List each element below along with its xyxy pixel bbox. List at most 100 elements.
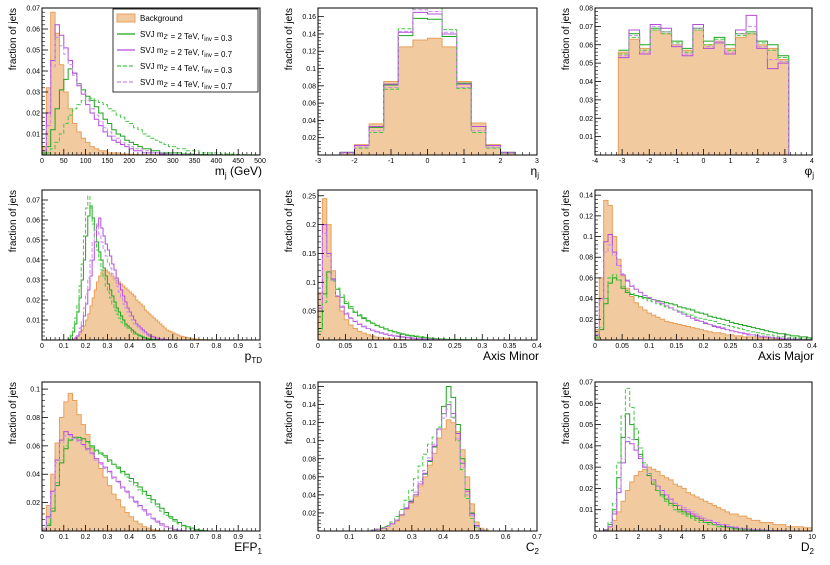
y-tick-label: 0.06	[579, 401, 593, 408]
y-axis-label: fraction of jets	[8, 8, 19, 70]
x-tick-label: 0.4	[807, 343, 817, 350]
y-tick-label: 0.08	[26, 415, 40, 422]
x-tick-label: 150	[102, 158, 114, 165]
x-tick-label: 0	[40, 343, 44, 350]
x-tick-label: 0.7	[190, 534, 200, 541]
y-tick-label: 0.16	[302, 14, 316, 21]
x-tick-label: 450	[232, 158, 244, 165]
plot-frame	[317, 381, 538, 532]
x-tick-label: 0.4	[124, 343, 134, 350]
x-tick-label: -1	[673, 158, 679, 165]
x-tick-label: 1	[462, 158, 466, 165]
x-tick-label: 0.6	[168, 343, 178, 350]
y-tick-label: 0.1	[306, 66, 316, 73]
x-tick-label: 0.1	[344, 534, 354, 541]
y-tick-label: 0.04	[579, 296, 593, 303]
y-tick-label: 0.06	[302, 101, 316, 108]
y-axis-label: fraction of jets	[561, 8, 572, 70]
x-axis-label: D2	[801, 540, 815, 556]
x-tick-label: 5	[702, 534, 706, 541]
x-tick-label: 0.3	[103, 534, 113, 541]
y-tick-label: 0.06	[579, 275, 593, 282]
hist-axmajor-series-0	[594, 199, 813, 341]
hist-phi-series-4	[618, 25, 790, 155]
y-tick-label: 0.04	[302, 118, 316, 125]
x-tick-label: 0.1	[368, 343, 378, 350]
x-tick-label: 1	[729, 158, 733, 165]
y-tick-label: 0.12	[302, 49, 316, 56]
y-axis-label: fraction of jets	[561, 190, 572, 252]
panel-mj: 0 50 100 150 200 250 300 350 400 450 500 0.01 0.02 0.…	[8, 6, 266, 181]
x-tick-label: -3	[315, 158, 321, 165]
y-tick-label: 0.05	[302, 309, 316, 316]
panel-efp1: 0 0.1 0.2 0.3 0.4 0.5 0.6 0.7 0.8 0.9 1 0.02 0.04 0.0…	[8, 381, 263, 556]
x-tick-label: 0.5	[146, 534, 156, 541]
y-tick-label: 0.14	[302, 31, 316, 38]
y-tick-label: 0.05	[579, 61, 593, 68]
y-tick-label: 0.05	[26, 238, 40, 245]
x-tick-label: 400	[211, 158, 223, 165]
x-tick-label: 0.35	[778, 343, 792, 350]
y-tick-label: 0.06	[302, 474, 316, 481]
x-tick-label: 300	[167, 158, 179, 165]
x-tick-label: 0.4	[438, 534, 448, 541]
x-tick-label: -4	[592, 158, 598, 165]
y-tick-label: 0.03	[579, 97, 593, 104]
x-tick-label: 0.35	[503, 343, 517, 350]
x-tick-label: 6	[723, 534, 727, 541]
legend-entry-label: Background	[140, 14, 183, 23]
hist-efp1-series-0	[41, 392, 260, 532]
x-tick-label: 0.2	[423, 343, 433, 350]
x-tick-label: 200	[123, 158, 135, 165]
x-tick-label: 0.6	[501, 534, 511, 541]
hist-axmajor-series-3	[595, 274, 813, 340]
x-tick-label: 9	[788, 534, 792, 541]
x-tick-label: -2	[351, 158, 357, 165]
x-axis-label: EFP1	[234, 540, 262, 556]
y-tick-label: 0.03	[579, 465, 593, 472]
hist-axminor-series-4	[318, 232, 537, 341]
y-tick-label: 0.02	[26, 298, 40, 305]
x-tick-label: 0.1	[59, 343, 69, 350]
x-tick-label: 0.4	[532, 343, 542, 350]
y-tick-label: 0.02	[579, 317, 593, 324]
y-axis-label: fraction of jets	[284, 8, 295, 70]
y-axis-label: fraction of jets	[561, 382, 572, 444]
hist-efp1-series-4	[42, 435, 260, 532]
y-tick-label: 0.07	[26, 6, 40, 13]
x-tick-label: 3	[658, 534, 662, 541]
y-tick-label: 0.25	[302, 193, 316, 200]
y-tick-label: 0.01	[579, 507, 593, 514]
x-tick-label: 0.7	[532, 534, 542, 541]
y-tick-label: 0.08	[579, 255, 593, 262]
x-tick-label: 0.15	[393, 343, 407, 350]
y-tick-label: 0.02	[26, 500, 40, 507]
panel-d2: 0 1 2 3 4 5 6 7 8 9 10 0.01 0.02 0.03 0.04 0.05 0.06 0.07…	[561, 380, 816, 557]
hist-axminor-series-3	[318, 277, 537, 341]
x-axis-label: Axis Major	[758, 349, 814, 363]
x-tick-label: 1	[258, 534, 262, 541]
x-tick-label: 0.1	[59, 534, 69, 541]
x-axis-label: φj	[804, 164, 814, 180]
y-tick-label: 0.15	[302, 251, 316, 258]
y-tick-label: 0.1	[30, 387, 40, 394]
y-tick-label: 0.03	[26, 278, 40, 285]
x-tick-label: 2	[636, 534, 640, 541]
y-tick-label: 0.02	[26, 111, 40, 118]
x-tick-label: 0.1	[644, 343, 654, 350]
hist-axminor-series-0	[317, 198, 537, 341]
x-tick-label: -2	[646, 158, 652, 165]
y-tick-label: 0.01	[26, 132, 40, 139]
x-tick-label: 0.05	[339, 343, 353, 350]
y-axis-label: fraction of jets	[284, 382, 295, 444]
x-tick-label: 1	[258, 343, 262, 350]
y-tick-label: 0.04	[26, 69, 40, 76]
hist-axmajor-series-4	[595, 244, 813, 341]
x-tick-label: 0.3	[753, 343, 763, 350]
x-tick-label: 0	[702, 158, 706, 165]
x-tick-label: 8	[767, 534, 771, 541]
x-tick-label: 0	[593, 534, 597, 541]
x-tick-label: 500	[254, 158, 266, 165]
y-tick-label: 0.07	[579, 380, 593, 387]
y-tick-label: 0.08	[302, 456, 316, 463]
